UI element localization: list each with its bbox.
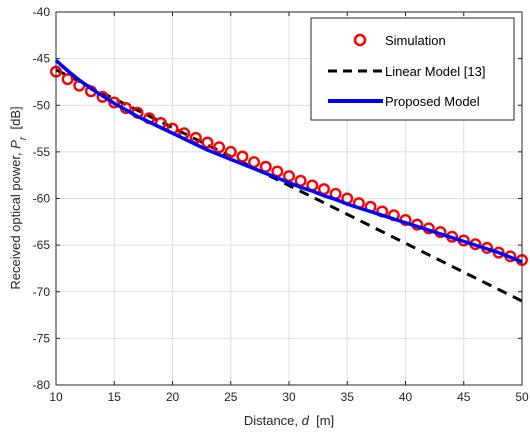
- y-tick-label-7: -45: [33, 52, 51, 66]
- x-tick-label-3: 25: [224, 390, 238, 404]
- series-layer: [50, 59, 529, 303]
- legend: Simulation Linear Model [13] Proposed Mo…: [310, 17, 515, 121]
- y-tick-label-8: -40: [33, 5, 51, 19]
- y-tick-label-0: -80: [33, 378, 51, 392]
- y-axis-label: Received optical power, Pr [dB]: [8, 106, 29, 289]
- legend-simulation-label: Simulation: [385, 33, 446, 48]
- x-tick-label-6: 40: [399, 390, 413, 404]
- x-axis-label: Distance, d [m]: [244, 413, 334, 428]
- y-tick-label-3: -65: [33, 238, 51, 252]
- y-tick-label-4: -60: [33, 192, 51, 206]
- simulation-point-14: [213, 141, 226, 154]
- x-tick-label-4: 30: [282, 390, 296, 404]
- x-tick-label-8: 50: [515, 390, 529, 404]
- y-tick-label-6: -50: [33, 98, 51, 112]
- y-tick-label-2: -70: [33, 285, 51, 299]
- ticks: 10 15 20 25 30 35 40 45 50 -80 -75 -70 -65 -60 -55 -50 -…: [33, 5, 529, 404]
- legend-proposed-label: Proposed Model: [385, 94, 480, 109]
- x-tick-label-5: 35: [341, 390, 355, 404]
- simulation-point-1: [61, 73, 74, 86]
- x-tick-label-1: 15: [108, 390, 122, 404]
- x-tick-label-2: 20: [166, 390, 180, 404]
- x-tick-label-7: 45: [457, 390, 471, 404]
- y-tick-label-1: -75: [33, 331, 51, 345]
- simulation-point-16: [236, 150, 249, 163]
- x-tick-label-0: 10: [49, 390, 63, 404]
- simulation-point-15: [224, 145, 237, 158]
- proposed-model-line: [54, 59, 523, 264]
- legend-linear-label: Linear Model [13]: [385, 64, 485, 79]
- simulation-point-4: [96, 90, 109, 103]
- simulation-point-5: [108, 96, 121, 109]
- simulation-point-13: [201, 136, 214, 149]
- y-tick-label-5: -55: [33, 145, 51, 159]
- legend-simulation-marker: [353, 33, 367, 47]
